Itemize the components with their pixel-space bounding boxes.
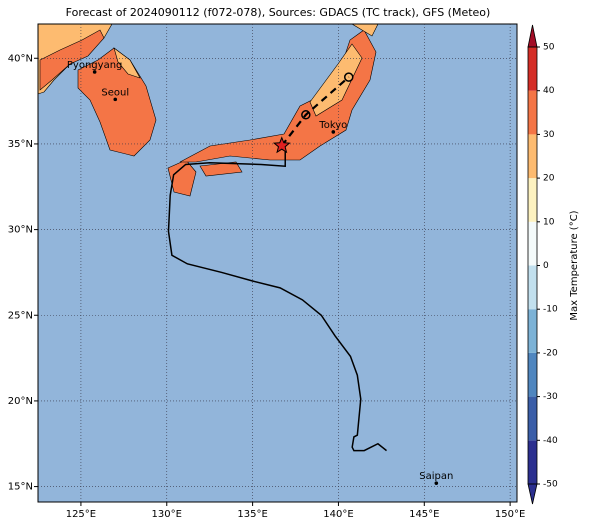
colorbar-tick-label: -20 <box>543 348 558 358</box>
land-korea-cool <box>113 47 141 79</box>
colorbar-tick-label: 20 <box>543 174 555 184</box>
colorbar-tick-label: 10 <box>543 217 555 227</box>
land-china-warm <box>39 29 105 91</box>
city-dot <box>331 130 336 134</box>
land-honshu <box>179 29 377 163</box>
colorbar-bin <box>528 440 537 484</box>
y-tick-label: 20°N <box>8 396 33 407</box>
city-label: Pyongyang <box>67 60 122 71</box>
city-dot <box>434 481 439 485</box>
colorbar-extend-low <box>527 483 538 505</box>
colorbar-tick-label: -50 <box>543 480 558 490</box>
current-position-star <box>272 136 291 154</box>
y-tick-label: 35°N <box>8 139 33 150</box>
colorbar-extend-high <box>527 24 538 48</box>
y-tick-label: 25°N <box>8 310 33 321</box>
colorbar-bin <box>528 134 537 179</box>
x-tick-label: 135°E <box>237 509 267 520</box>
colorbar-bin <box>528 309 537 353</box>
city-dot <box>113 97 118 102</box>
x-tick-label: 140°E <box>323 509 353 520</box>
city-label: Saipan <box>419 471 453 482</box>
colorbar-tick-label: 0 <box>543 261 549 271</box>
x-tick-label: 130°E <box>152 509 182 520</box>
forecast-point <box>343 72 354 82</box>
forecast-point <box>301 110 311 120</box>
colorbar-tick-label: 30 <box>543 130 555 140</box>
colorbar-tick-label: 40 <box>543 86 555 96</box>
colorbar-bin <box>528 221 537 266</box>
colorbar-tick-label: 50 <box>543 43 555 53</box>
forecast-line <box>280 76 350 147</box>
colorbar-bin <box>528 47 537 91</box>
colorbar-tick-label: -10 <box>543 305 558 315</box>
colorbar-label: Max Temperature (°C) <box>569 210 580 320</box>
x-tick-label: 150°E <box>495 509 525 520</box>
x-tick-label: 145°E <box>409 509 439 520</box>
colorbar-bin <box>528 90 537 135</box>
colorbar-bin <box>528 265 537 310</box>
colorbar-bin <box>528 352 537 397</box>
track-line <box>167 145 387 452</box>
colorbar-bin <box>528 178 537 222</box>
y-tick-label: 40°N <box>8 53 33 64</box>
colorbar-bin <box>528 396 537 441</box>
colorbar-tick-label: -40 <box>543 436 558 446</box>
map-frame <box>37 23 518 503</box>
city-dot <box>92 70 97 74</box>
colorbar-tick-label: -30 <box>543 392 558 402</box>
city-label: Tokyo <box>318 120 347 131</box>
y-tick-label: 30°N <box>8 225 33 236</box>
x-tick-label: 125°E <box>66 509 96 520</box>
chart-title: Forecast of 2024090112 (f072-078), Sourc… <box>66 6 491 19</box>
land <box>37 23 379 197</box>
y-tick-label: 15°N <box>8 482 33 493</box>
city-label: Seoul <box>101 87 129 98</box>
